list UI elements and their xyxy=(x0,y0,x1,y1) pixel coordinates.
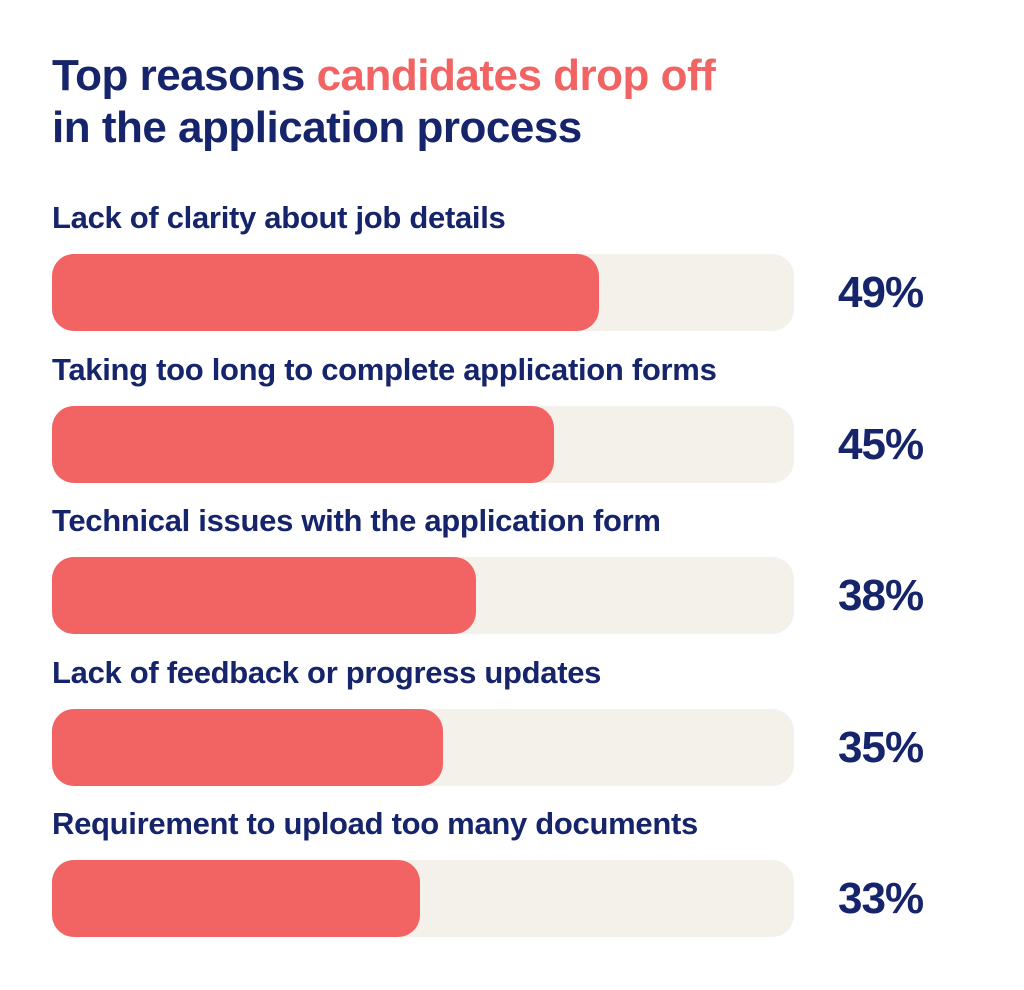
title-part-1: Top reasons xyxy=(52,51,317,100)
title-highlight: candidates drop off xyxy=(316,51,716,100)
bar-track xyxy=(52,860,794,937)
bar-category-label: Taking too long to complete application … xyxy=(52,352,717,387)
title-line-2: in the application process xyxy=(52,103,582,152)
bar-category-label: Technical issues with the application fo… xyxy=(52,503,661,538)
bar-value-label: 49% xyxy=(838,268,924,317)
bar xyxy=(52,709,443,786)
bar-track xyxy=(52,254,794,331)
bar xyxy=(52,557,476,634)
bar-category-label: Lack of feedback or progress updates xyxy=(52,655,602,690)
chart-title: Top reasons candidates drop off in the a… xyxy=(52,50,716,154)
bar-category-label: Lack of clarity about job details xyxy=(52,200,506,235)
bar-value-label: 38% xyxy=(838,571,924,620)
bar-value-label: 33% xyxy=(838,874,924,923)
bar xyxy=(52,406,554,483)
bar-value-label: 35% xyxy=(838,723,924,772)
bar-track xyxy=(52,557,794,634)
bar xyxy=(52,860,420,937)
bar-track xyxy=(52,406,794,483)
bar xyxy=(52,254,599,331)
bar-category-label: Requirement to upload too many documents xyxy=(52,806,698,841)
bar-track xyxy=(52,709,794,786)
bar-value-label: 45% xyxy=(838,420,924,469)
